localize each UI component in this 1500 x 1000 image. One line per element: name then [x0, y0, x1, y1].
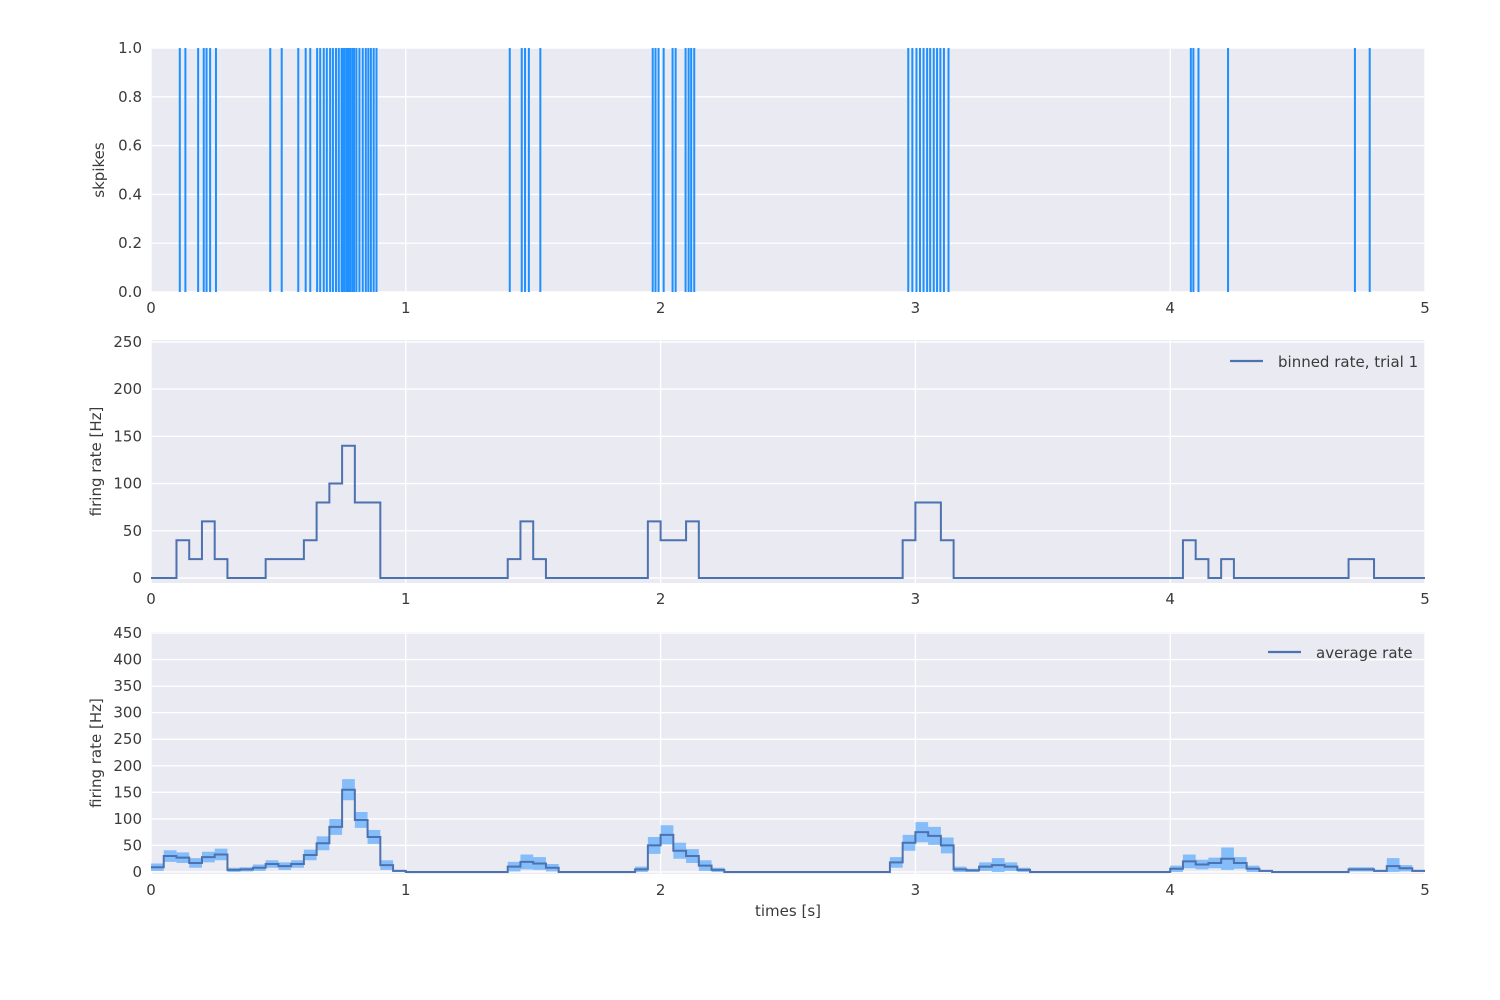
y-tick-label: 300 — [113, 704, 142, 722]
y-tick-label: 0 — [132, 863, 142, 881]
x-tick-label: 3 — [911, 299, 921, 317]
x-tick-label: 3 — [911, 881, 921, 899]
y-tick-label: 0.8 — [118, 88, 142, 106]
y-axis-label: skpikes — [90, 142, 108, 198]
x-tick-label: 5 — [1420, 590, 1430, 608]
y-tick-label: 350 — [113, 677, 142, 695]
y-tick-label: 450 — [113, 624, 142, 642]
y-tick-label: 100 — [113, 475, 142, 493]
y-tick-label: 200 — [113, 757, 142, 775]
y-tick-label: 1.0 — [118, 39, 142, 57]
y-tick-label: 150 — [113, 427, 142, 445]
axes-background — [151, 632, 1425, 874]
x-tick-label: 3 — [911, 590, 921, 608]
y-tick-label: 250 — [113, 333, 142, 351]
y-tick-label: 0 — [132, 569, 142, 587]
x-tick-label: 0 — [146, 299, 156, 317]
x-tick-label: 4 — [1165, 299, 1175, 317]
y-tick-label: 400 — [113, 651, 142, 669]
average-rate-band — [151, 779, 1425, 872]
x-tick-label: 4 — [1165, 881, 1175, 899]
y-axis-label: firing rate [Hz] — [87, 698, 105, 808]
x-tick-label: 1 — [401, 590, 411, 608]
x-tick-label: 4 — [1165, 590, 1175, 608]
legend-label: average rate — [1316, 644, 1413, 662]
y-tick-label: 100 — [113, 810, 142, 828]
y-tick-label: 0.4 — [118, 185, 142, 203]
x-tick-label: 1 — [401, 881, 411, 899]
average-rate-line — [151, 788, 1425, 873]
x-tick-label: 2 — [656, 590, 666, 608]
y-tick-label: 0.2 — [118, 234, 142, 252]
legend-label: binned rate, trial 1 — [1278, 353, 1418, 371]
x-tick-label: 2 — [656, 881, 666, 899]
y-tick-label: 150 — [113, 783, 142, 801]
x-tick-label: 0 — [146, 590, 156, 608]
y-tick-label: 50 — [123, 522, 142, 540]
y-tick-label: 0.6 — [118, 137, 142, 155]
x-tick-label: 5 — [1420, 299, 1430, 317]
x-axis-label: times [s] — [755, 902, 821, 920]
y-axis-label: firing rate [Hz] — [87, 407, 105, 517]
x-tick-label: 5 — [1420, 881, 1430, 899]
y-tick-label: 250 — [113, 730, 142, 748]
y-tick-label: 200 — [113, 380, 142, 398]
axes-background — [151, 340, 1425, 583]
x-tick-label: 1 — [401, 299, 411, 317]
binned-rate-line — [151, 444, 1425, 579]
x-tick-label: 0 — [146, 881, 156, 899]
y-tick-label: 50 — [123, 836, 142, 854]
x-tick-label: 2 — [656, 299, 666, 317]
y-tick-label: 0.0 — [118, 283, 142, 301]
